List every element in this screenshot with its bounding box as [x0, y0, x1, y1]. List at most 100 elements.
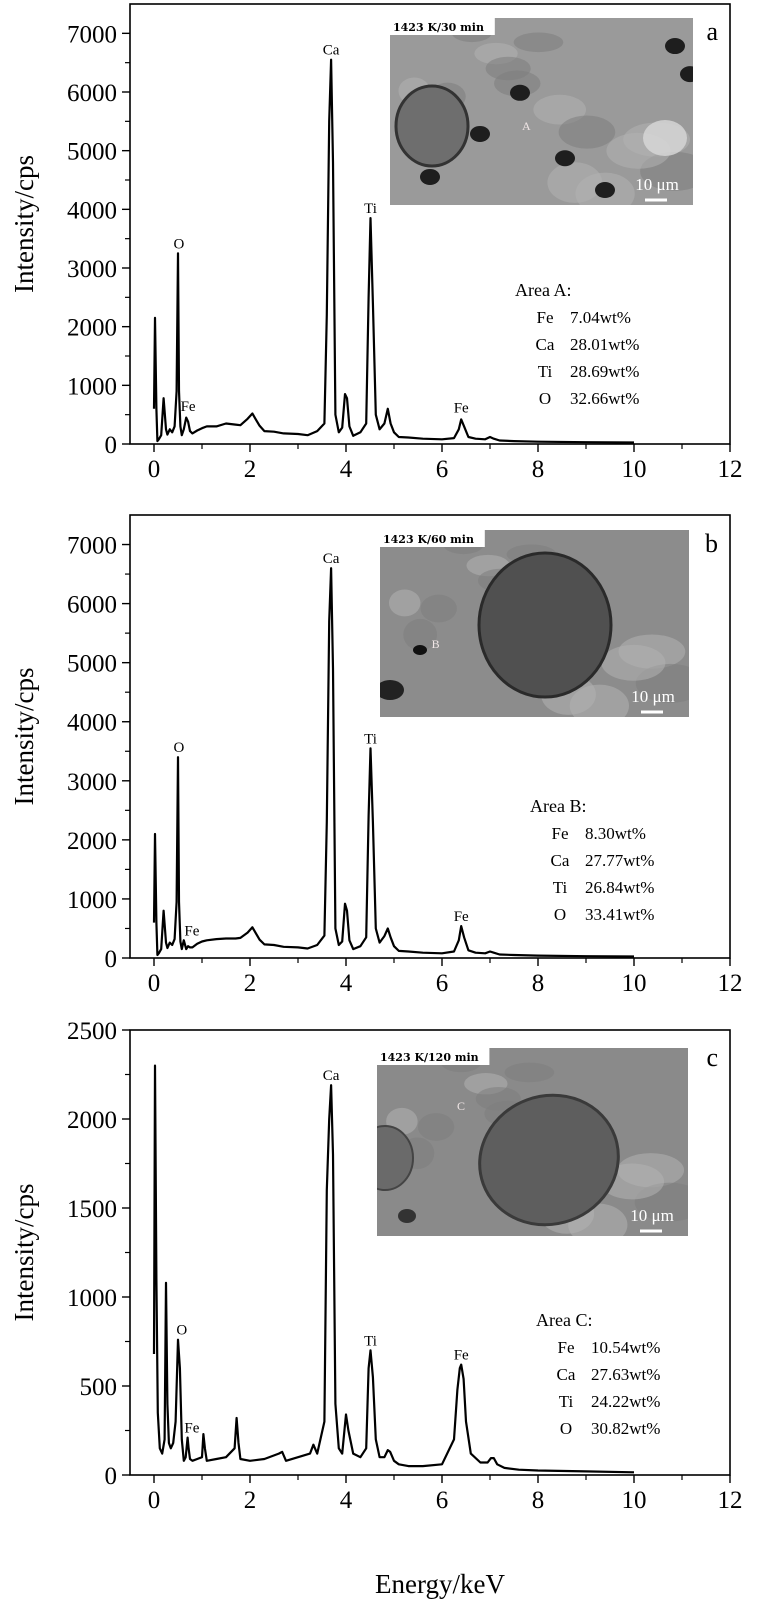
x-tick-label: 8: [532, 456, 545, 483]
x-tick-label: 4: [340, 970, 353, 997]
composition-title: Area A:: [515, 280, 571, 300]
sem-texture: [388, 589, 421, 617]
x-tick-label: 8: [532, 1487, 545, 1514]
x-tick-label: 12: [718, 970, 743, 997]
sem-texture: [417, 1113, 455, 1141]
peak-label-ti: Ti: [364, 201, 377, 217]
composition-value: 30.82wt%: [591, 1419, 660, 1438]
inset-area-marker: B: [432, 637, 440, 651]
x-tick-label: 12: [718, 1487, 743, 1514]
sem-texture: [475, 1086, 521, 1111]
y-tick-label: 5000: [67, 651, 117, 678]
y-tick-label: 1500: [67, 1196, 117, 1223]
sem-texture: [403, 618, 438, 651]
x-tick-label: 6: [436, 970, 449, 997]
x-tick-label: 4: [340, 1487, 353, 1514]
composition-element: Ca: [557, 1365, 576, 1384]
y-tick-label: 1000: [67, 373, 117, 400]
peak-label-o: O: [174, 236, 185, 252]
y-tick-label: 4000: [67, 197, 117, 224]
composition-element: Ca: [536, 335, 555, 354]
composition-element: O: [539, 389, 551, 408]
sem-pore: [595, 182, 615, 199]
composition-value: 28.69wt%: [570, 362, 639, 381]
x-tick-label: 6: [436, 1487, 449, 1514]
y-axis-title: Intensity/cps: [9, 1184, 39, 1322]
sem-particle-edge: [377, 1125, 414, 1191]
inset-condition-label: 1423 K/30 min: [393, 21, 484, 34]
sem-pore: [380, 680, 404, 700]
composition-value: 10.54wt%: [591, 1338, 660, 1357]
sem-texture: [547, 162, 603, 203]
composition-title: Area B:: [530, 796, 586, 816]
y-tick-label: 4000: [67, 710, 117, 737]
y-tick-label: 1000: [67, 1285, 117, 1312]
sem-texture: [504, 1062, 555, 1083]
composition-element: Fe: [552, 824, 569, 843]
peak-label-ca: Ca: [323, 43, 340, 59]
sem-pore: [555, 150, 575, 167]
sem-inset: 1423 K/120 min C 10 μm: [377, 1048, 688, 1236]
sem-pore: [398, 1209, 416, 1223]
sem-texture: [558, 115, 616, 149]
peak-label-fe: Fe: [454, 1348, 469, 1364]
x-tick-label: 2: [244, 456, 257, 483]
sem-pore: [665, 38, 685, 55]
composition-value: 33.41wt%: [585, 905, 654, 924]
sem-pore: [510, 84, 530, 101]
y-tick-label: 7000: [67, 533, 117, 560]
composition-element: Ti: [553, 878, 568, 897]
y-tick-label: 6000: [67, 592, 117, 619]
composition-element: Ti: [559, 1392, 574, 1411]
sem-image: [390, 18, 693, 205]
x-tick-label: 8: [532, 970, 545, 997]
sem-image: [380, 530, 689, 717]
x-tick-label: 0: [148, 456, 161, 483]
composition-element: Fe: [558, 1338, 575, 1357]
composition-value: 26.84wt%: [585, 878, 654, 897]
peak-label-fe: Fe: [454, 909, 469, 925]
composition-value: 27.63wt%: [591, 1365, 660, 1384]
peak-label-ti: Ti: [364, 1333, 377, 1349]
spectrum-line: [152, 58, 635, 444]
peak-label-fe: Fe: [184, 923, 199, 939]
composition-element: Fe: [537, 308, 554, 327]
y-tick-label: 0: [105, 432, 118, 459]
peak-label-ti: Ti: [364, 731, 377, 747]
sem-particle: [394, 84, 470, 168]
composition-block: Area A: Fe 7.04wt% Ca 28.01wt% Ti 28.69wt% O 32.…: [515, 280, 639, 408]
inset-area-marker: C: [457, 1099, 465, 1113]
composition-block: Area C: Fe 10.54wt% Ca 27.63wt% Ti 24.22wt% O 30…: [536, 1310, 660, 1438]
sem-texture: [513, 32, 564, 53]
x-tick-label: 12: [718, 456, 743, 483]
x-tick-label: 2: [244, 970, 257, 997]
scale-bar-label: 10 μm: [635, 175, 679, 194]
peak-label-ca: Ca: [323, 1068, 340, 1084]
composition-element: Ca: [551, 851, 570, 870]
composition-value: 32.66wt%: [570, 389, 639, 408]
x-tick-label: 0: [148, 970, 161, 997]
composition-element: O: [554, 905, 566, 924]
sem-texture: [601, 644, 666, 681]
y-tick-label: 3000: [67, 769, 117, 796]
eds-panel-a: 0 2 4 6 8 10 12 0 1000 2000 3000 4000 5000 6000 7000 In…: [9, 3, 743, 483]
inset-area-marker: A: [522, 119, 531, 133]
composition-value: 27.77wt%: [585, 851, 654, 870]
x-tick-label: 2: [244, 1487, 257, 1514]
x-axis-title: Energy/keV: [375, 1569, 505, 1599]
x-tick-label: 10: [622, 1487, 647, 1514]
composition-value: 8.30wt%: [585, 824, 646, 843]
composition-element: O: [560, 1419, 572, 1438]
y-tick-label: 2000: [67, 1107, 117, 1134]
scale-bar-label: 10 μm: [631, 687, 675, 706]
sem-pore: [470, 125, 490, 142]
inset-condition-label: 1423 K/120 min: [380, 1051, 479, 1064]
plot-frame: [129, 514, 731, 959]
y-tick-label: 0: [105, 946, 118, 973]
sem-pore: [420, 168, 440, 185]
peak-label-o: O: [176, 1323, 187, 1339]
composition-value: 24.22wt%: [591, 1392, 660, 1411]
inset-condition-label: 1423 K/60 min: [383, 533, 474, 546]
composition-element: Ti: [538, 362, 553, 381]
composition-value: 7.04wt%: [570, 308, 631, 327]
